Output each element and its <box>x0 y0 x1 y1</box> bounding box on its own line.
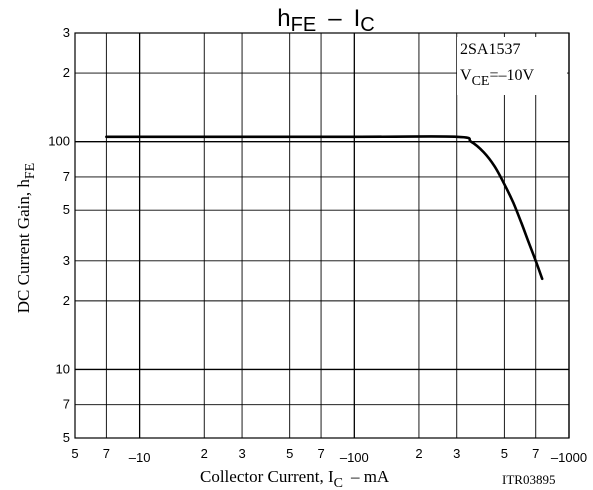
test-condition: VCE=–10V <box>460 67 534 89</box>
x-tick-label: –1000 <box>551 450 587 465</box>
x-axis-label: Collector Current, IC – mA <box>200 467 390 490</box>
annotation-background <box>457 37 567 95</box>
series-group <box>105 135 544 281</box>
title-second-sub: C <box>360 14 374 36</box>
ylabel-main: DC Current Gain, h <box>14 179 33 314</box>
y-tick-label: 5 <box>63 430 70 445</box>
grid <box>74 32 570 439</box>
x-tick-label: 3 <box>238 446 245 461</box>
figure-code: ITR03895 <box>502 472 555 487</box>
y-tick-label: 3 <box>63 25 70 40</box>
title-second: I <box>354 5 361 32</box>
y-tick-label: 5 <box>63 202 70 217</box>
xlabel-main: Collector Current, I <box>200 467 334 486</box>
x-tick-label: 5 <box>501 446 508 461</box>
y-axis-label: DC Current Gain, hFE <box>14 163 38 313</box>
x-tick-label: 5 <box>286 446 293 461</box>
y-tick-label: 2 <box>63 293 70 308</box>
x-tick-label: 7 <box>317 446 324 461</box>
y-tick-label: 7 <box>63 169 70 184</box>
y-tick-label: 7 <box>63 397 70 412</box>
hfe-curve <box>105 135 544 281</box>
cond-sub: CE <box>472 74 490 89</box>
x-tick-label: –10 <box>129 450 151 465</box>
x-tick-label: 3 <box>453 446 460 461</box>
plot-frame <box>74 32 570 439</box>
xlabel-tail: – mA <box>350 467 390 486</box>
y-tick-labels: 5 7 10 2 3 5 7 100 2 3 <box>48 25 70 445</box>
xlabel-sub: C <box>334 476 343 490</box>
x-tick-label: 5 <box>71 446 78 461</box>
chart-title: hFE – IC <box>277 5 374 36</box>
x-tick-label: 7 <box>103 446 110 461</box>
x-tick-label: –100 <box>340 450 369 465</box>
x-tick-labels: 5 7 –10 2 3 5 7 –100 2 3 5 7 –1000 <box>71 446 587 465</box>
y-tick-label: 10 <box>56 361 70 376</box>
x-tick-label: 2 <box>415 446 422 461</box>
y-tick-label: 2 <box>63 65 70 80</box>
y-tick-label: 100 <box>48 134 70 149</box>
title-sep: – <box>328 5 342 32</box>
part-number: 2SA1537 <box>460 41 520 58</box>
ylabel-sub: FE <box>23 163 38 179</box>
title-main: h <box>277 5 290 32</box>
cond-tail: =–10V <box>489 67 534 84</box>
y-tick-label: 3 <box>63 253 70 268</box>
x-tick-label: 7 <box>532 446 539 461</box>
title-main-sub: FE <box>291 14 317 36</box>
cond-main: V <box>460 67 472 84</box>
x-tick-label: 2 <box>201 446 208 461</box>
